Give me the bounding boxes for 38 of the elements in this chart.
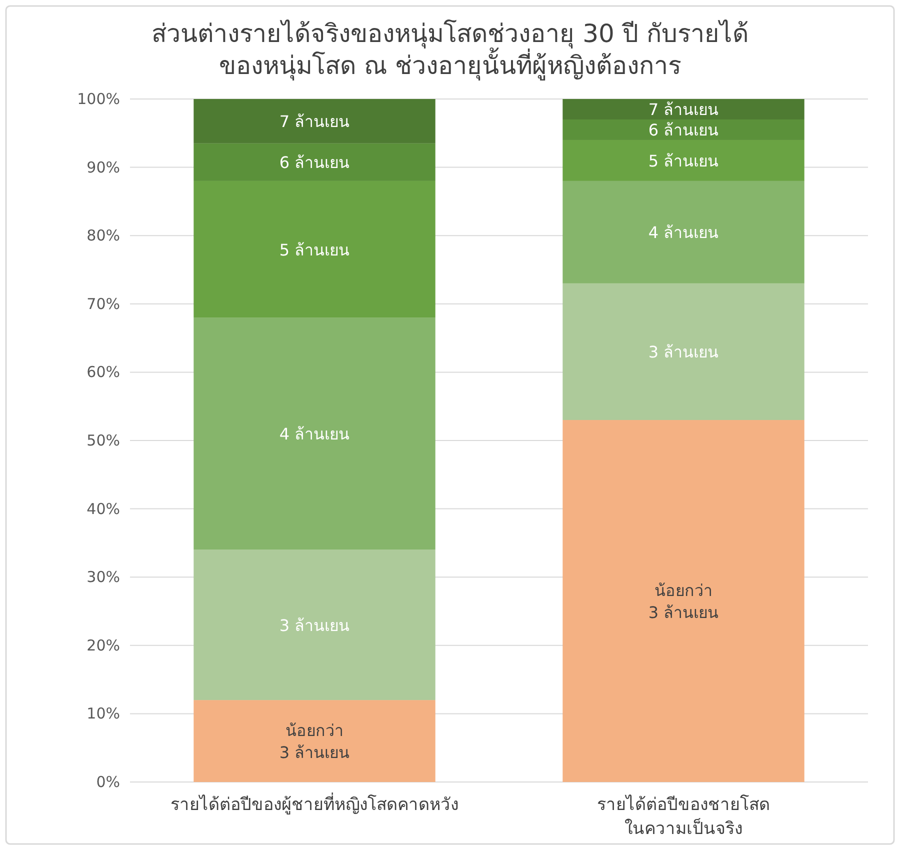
series-label: น้อยกว่า 3 ล้านเยน (279, 721, 350, 762)
bar (562, 119, 804, 140)
bar (194, 550, 436, 700)
text: น้อยกว่า 3 ล้านเยน (648, 581, 719, 622)
bar (194, 99, 436, 144)
y-tick-label: 10% (86, 704, 120, 723)
y-tick-label: 0% (96, 773, 120, 791)
series-label: 5 ล้านเยน (648, 151, 719, 170)
x-tick-label: รายได้ต่อปีของผู้ชายที่หญิงโสดคาดหวัง (170, 792, 458, 815)
bar (562, 420, 804, 782)
y-tick-label: 60% (86, 363, 120, 382)
bar (194, 318, 436, 550)
y-tick-label: 30% (86, 568, 120, 586)
text: 6 ล้านเยน (279, 153, 350, 172)
bar (194, 143, 436, 181)
text: 5 ล้านเยน (279, 240, 350, 260)
y-tick-label: 40% (86, 500, 120, 518)
series-label: 7 ล้านเยน (648, 100, 719, 120)
bar (194, 180, 436, 318)
series-label: 3 ล้านเยน (648, 342, 719, 362)
bar (562, 180, 804, 284)
text: 7 ล้านเยน (279, 112, 350, 132)
x-tick-label: รายได้ต่อปีของชายโสด ในความเป็นจริง (597, 794, 770, 839)
bar (194, 700, 436, 782)
y-tick-label: 50% (86, 432, 120, 450)
bar (562, 140, 804, 181)
bar (562, 99, 804, 120)
text: 4 ล้านเยน (279, 424, 350, 444)
y-tick-label: 70% (86, 294, 120, 313)
y-tick-label: 90% (86, 158, 120, 176)
y-tick-label: 100% (77, 90, 120, 108)
series-label: 4 ล้านเยน (648, 223, 719, 242)
text: 3 ล้านเยน (279, 616, 350, 635)
chart-title: ส่วนต่างรายได้จริงของหนุ่มโสดช่วงอายุ 30 ปี กับรายได้ ของหนุ่มโสด ณ ช่วงอายุนั้นที่ผู้หญิงต้องการ (152, 19, 748, 81)
y-tick-label: 80% (86, 226, 120, 245)
bar (562, 283, 804, 420)
y-tick-label: 20% (86, 636, 120, 654)
series-label: 6 ล้านเยน (648, 120, 719, 140)
